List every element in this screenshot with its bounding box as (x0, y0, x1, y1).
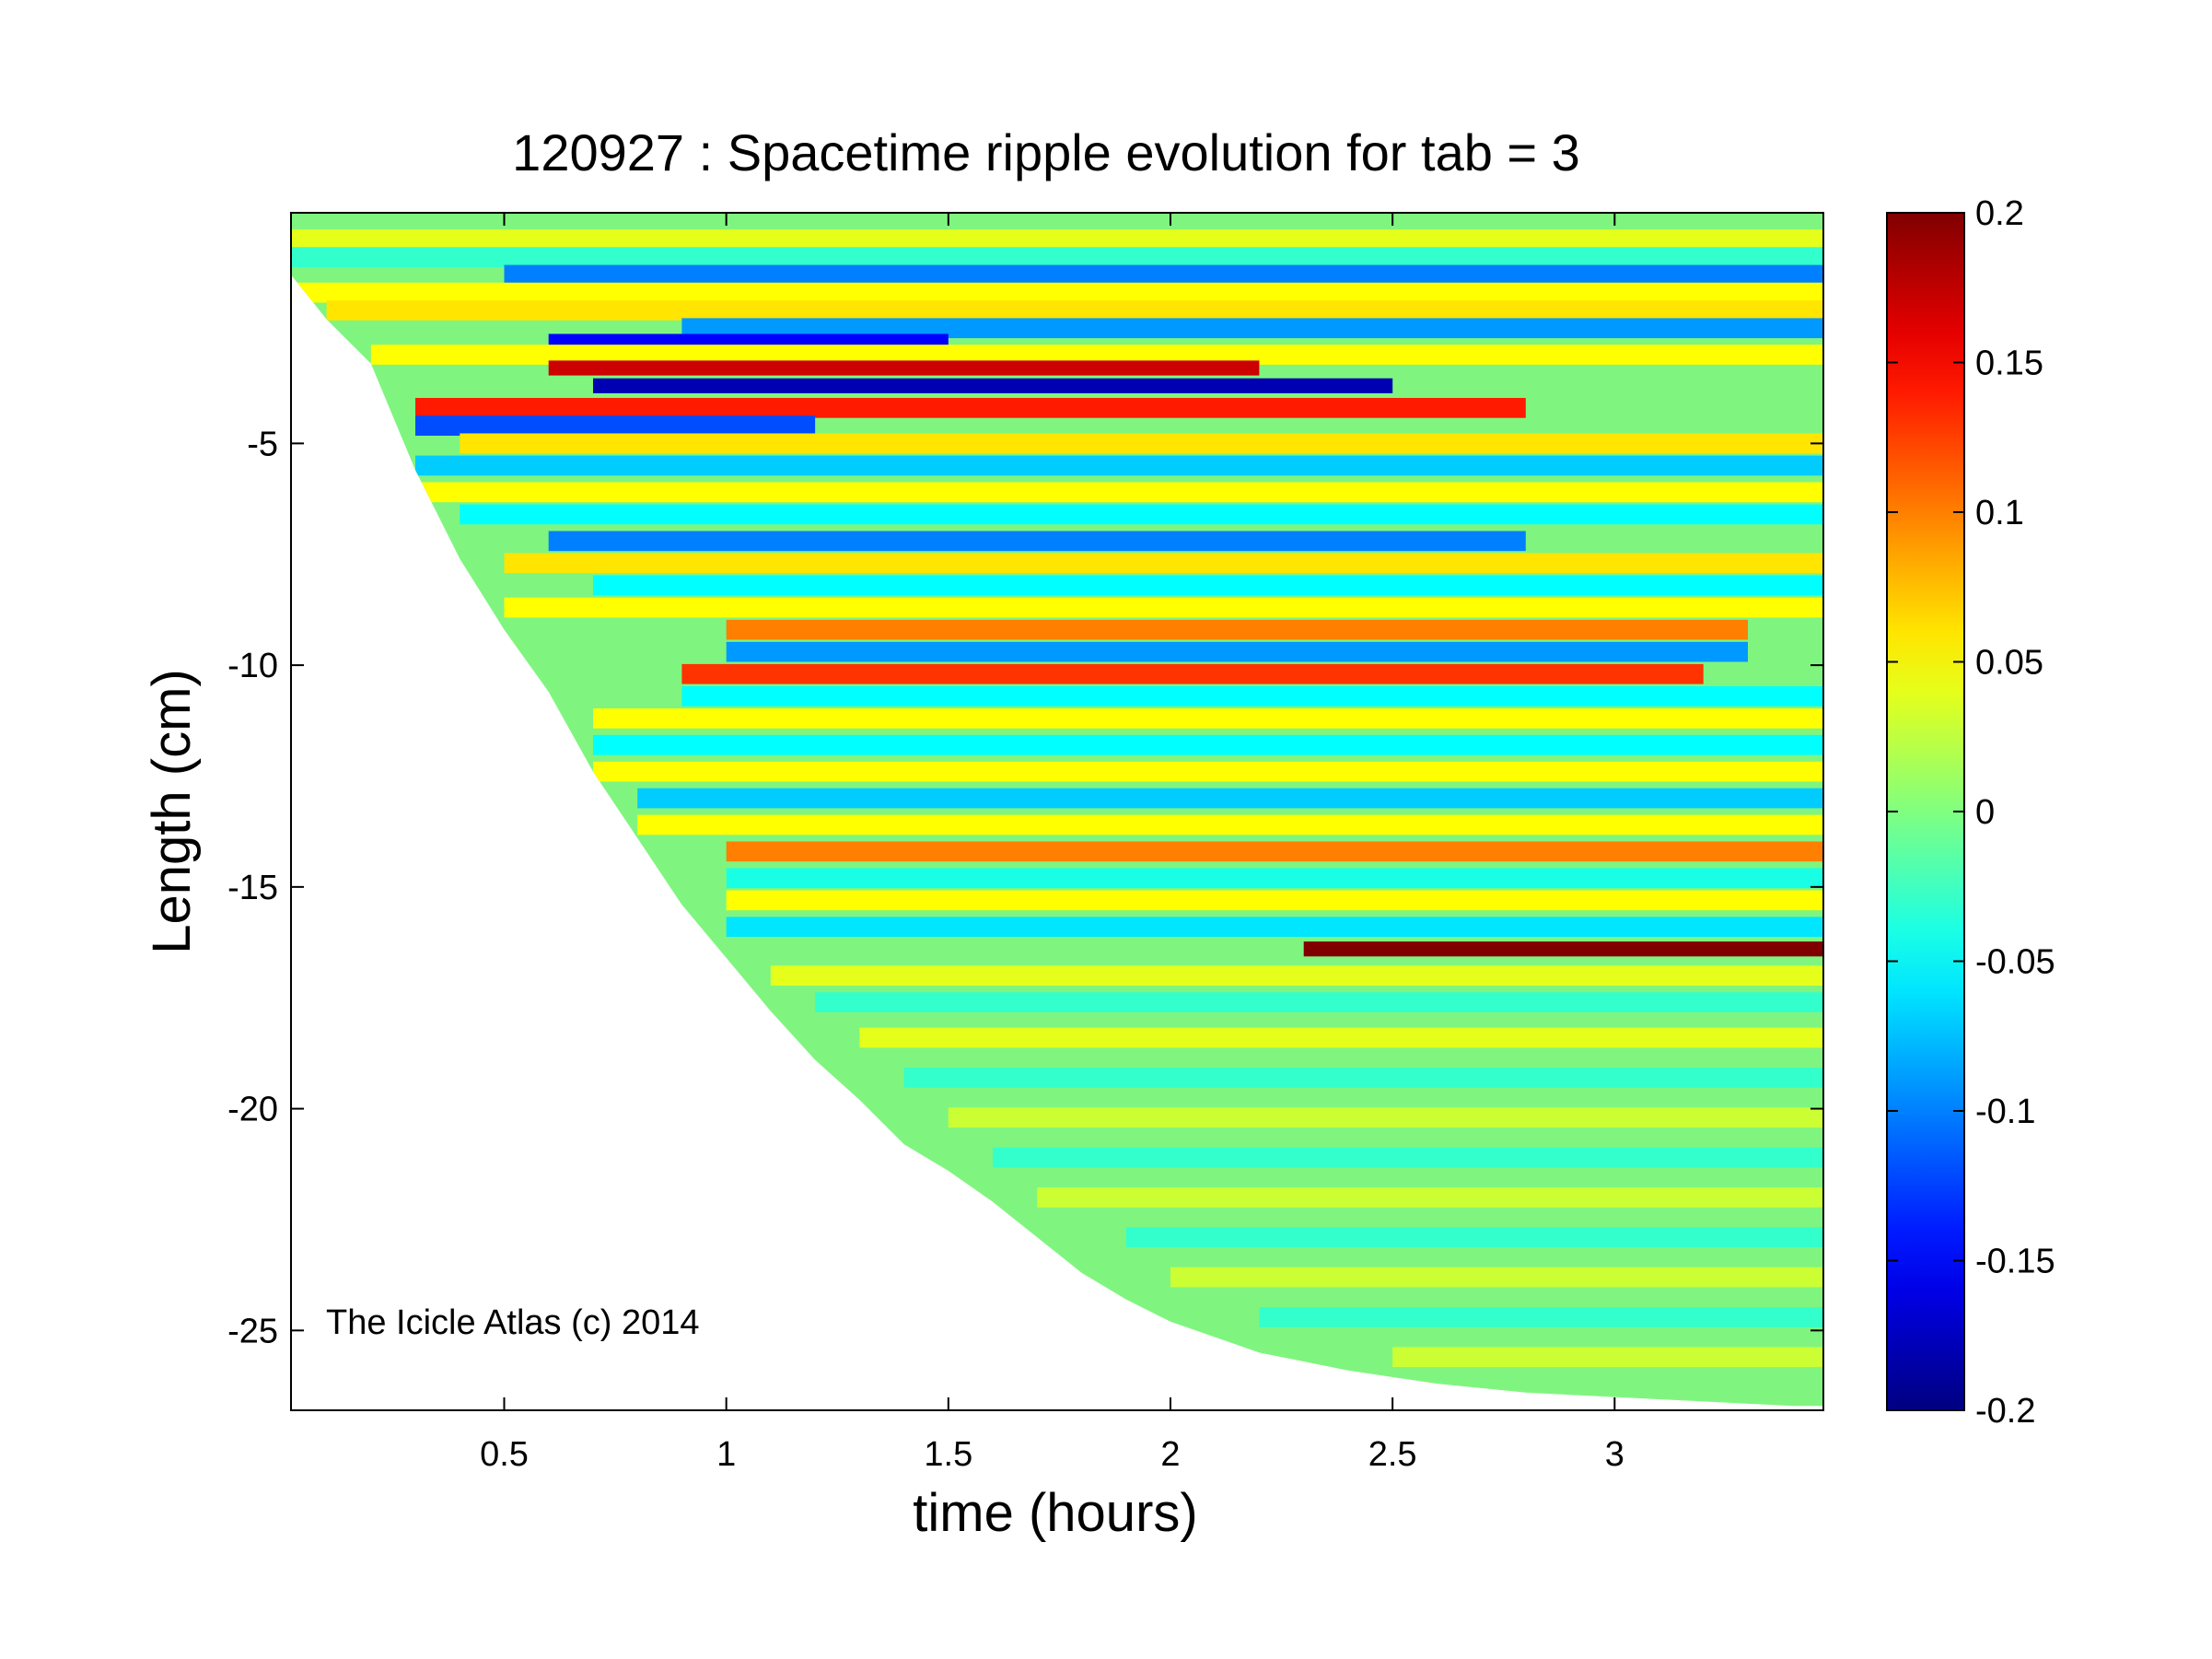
plot-axes-box (290, 212, 1824, 1411)
copyright-annotation: The Icicle Atlas (c) 2014 (326, 1303, 700, 1342)
ripple-band (903, 1068, 1823, 1088)
x-tick-label: 0.5 (480, 1435, 529, 1474)
ripple-band (1125, 1227, 1823, 1248)
ripple-band (415, 482, 1823, 503)
ripple-band (415, 415, 816, 436)
x-tick-label: 1 (716, 1435, 736, 1474)
colorbar-tick-label: -0.2 (1975, 1392, 2035, 1431)
ripple-band (726, 641, 1749, 662)
ripple-band (1259, 1307, 1823, 1327)
ripple-band (726, 841, 1823, 862)
colorbar-tick-label: -0.05 (1975, 943, 2055, 982)
ripple-band (1037, 1187, 1823, 1208)
x-axis-label: time (hours) (913, 1483, 1197, 1543)
colorbar-tick-label: 0.2 (1975, 194, 2024, 233)
ripple-band (948, 1107, 1823, 1128)
ripple-band (726, 619, 1749, 640)
x-tick-label: 2 (1160, 1435, 1180, 1474)
ripple-band (415, 455, 1823, 476)
ripple-band (504, 264, 1823, 286)
x-tick-label: 1.5 (924, 1435, 972, 1474)
colorbar (1886, 212, 1965, 1411)
x-axis-ticks: 0.5 1 1.5 2 2.5 3 (480, 213, 1624, 1474)
ripple-band (291, 282, 1823, 303)
ripple-band (593, 575, 1823, 596)
ripple-band (681, 686, 1823, 707)
ripple-bands (291, 229, 1823, 1368)
x-tick-label: 2.5 (1368, 1435, 1417, 1474)
ripple-band (504, 553, 1823, 574)
ripple-band (593, 708, 1823, 729)
ripple-band (637, 788, 1823, 809)
colorbar-tick-label: 0 (1975, 793, 1995, 832)
ripple-band (993, 1147, 1823, 1168)
colorbar-ticks: 0.2 0.15 0.1 0.05 0 -0.05 -0.1 -0.15 -0.2 (1887, 194, 2055, 1431)
ripple-band (859, 1027, 1823, 1048)
ripple-band (291, 229, 1823, 250)
ripple-band (415, 398, 1526, 418)
ripple-band (460, 433, 1823, 454)
y-tick-label: -25 (227, 1312, 278, 1350)
colorbar-tick-label: 0.1 (1975, 494, 2024, 532)
ripple-band (593, 761, 1823, 782)
ripple-band (1303, 941, 1823, 957)
ripple-band (815, 992, 1823, 1012)
colorbar-tick-label: 0.05 (1975, 644, 2043, 683)
ripple-band (770, 965, 1823, 986)
ripple-band (291, 247, 1823, 267)
x-tick-label: 3 (1605, 1435, 1624, 1474)
ripple-band (370, 345, 1823, 365)
ripple-band (1392, 1347, 1823, 1368)
colorbar-tick-label: 0.15 (1975, 345, 2043, 383)
ripple-band (726, 890, 1823, 911)
ripple-band (326, 300, 1823, 321)
y-tick-label: -5 (247, 425, 278, 463)
y-axis-label: Length (cm) (142, 669, 202, 953)
ripple-band (593, 734, 1823, 755)
heatmap-field (291, 213, 1823, 1407)
ripple-band (593, 378, 1393, 393)
colorbar-tick-label: -0.15 (1975, 1243, 2055, 1281)
y-tick-label: -15 (227, 869, 278, 907)
ripple-band (681, 663, 1704, 684)
ripple-band (637, 814, 1823, 835)
ripple-band (460, 504, 1823, 525)
y-tick-label: -10 (227, 647, 278, 685)
ripple-band (726, 917, 1823, 938)
ripple-band (548, 360, 1260, 376)
chart-title: 120927 : Spacetime ripple evolution for … (512, 123, 1580, 181)
ripple-band (504, 597, 1823, 618)
ripple-band (726, 868, 1823, 889)
y-axis-ticks: -5 -10 -15 -20 -25 (227, 425, 1823, 1350)
ripple-band (681, 318, 1823, 339)
y-tick-label: -20 (227, 1091, 278, 1129)
ripple-band (548, 531, 1526, 552)
colorbar-tick-label: -0.1 (1975, 1092, 2035, 1131)
ripple-band (1170, 1267, 1823, 1288)
